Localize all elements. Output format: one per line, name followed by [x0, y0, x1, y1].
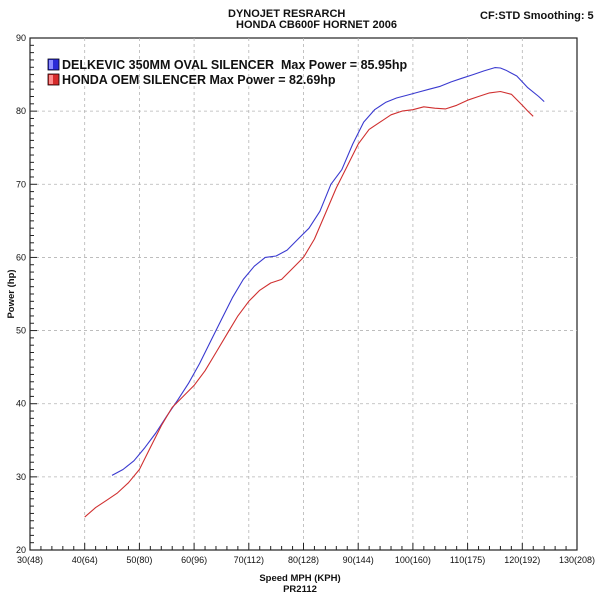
x-tick-label: 120(192)	[504, 555, 540, 565]
y-tick-label: 60	[16, 252, 26, 262]
legend: DELKEVIC 350MM OVAL SILENCER Max Power =…	[47, 58, 407, 87]
chart-title-line1: DYNOJET RESRARCH	[228, 8, 346, 20]
legend-swatch-delkevic-highlight	[49, 60, 53, 69]
series-lines	[84, 67, 545, 518]
x-tick-label: 40(64)	[72, 555, 98, 565]
x-tick-label: 80(128)	[288, 555, 319, 565]
y-tick-label: 50	[16, 326, 26, 336]
settings-label: CF:STD Smoothing: 5	[480, 10, 594, 22]
axis-ticks: 30(48) 40(64) 50(80) 60(96) 70(112) 80(128) 90…	[16, 33, 595, 565]
x-axis-sublabel: PR2112	[283, 584, 317, 595]
x-tick-label: 50(80)	[126, 555, 152, 565]
y-tick-label: 90	[16, 33, 26, 43]
grid	[30, 38, 577, 550]
plot-area-frame	[29, 37, 578, 551]
x-tick-label: 30(48)	[17, 555, 43, 565]
legend-label-delkevic: DELKEVIC 350MM OVAL SILENCER Max Power =…	[62, 58, 407, 72]
series-line-honda-oem	[84, 90, 534, 518]
y-axis-title: Power (hp)	[6, 269, 17, 318]
x-tick-label: 60(96)	[181, 555, 207, 565]
y-tick-label: 20	[16, 545, 26, 555]
series-line-delkevic	[111, 67, 545, 476]
legend-swatch-honda	[47, 73, 60, 86]
legend-swatch-delkevic	[47, 58, 60, 71]
x-axis-title: Speed MPH (KPH)	[259, 573, 340, 584]
x-tick-label: 100(160)	[395, 555, 431, 565]
y-tick-label: 80	[16, 106, 26, 116]
x-tick-label: 90(144)	[343, 555, 374, 565]
x-tick-label: 110(175)	[450, 555, 485, 565]
legend-label-honda: HONDA OEM SILENCER Max Power = 82.69hp	[62, 73, 336, 87]
x-tick-label: 130(208)	[559, 555, 595, 565]
legend-swatch-honda-highlight	[49, 75, 53, 84]
y-tick-label: 40	[16, 399, 26, 409]
x-tick-label: 70(112)	[234, 555, 264, 565]
y-tick-label: 30	[16, 472, 26, 482]
chart-title-line2: HONDA CB600F HORNET 2006	[236, 19, 397, 31]
y-tick-label: 70	[16, 179, 26, 189]
